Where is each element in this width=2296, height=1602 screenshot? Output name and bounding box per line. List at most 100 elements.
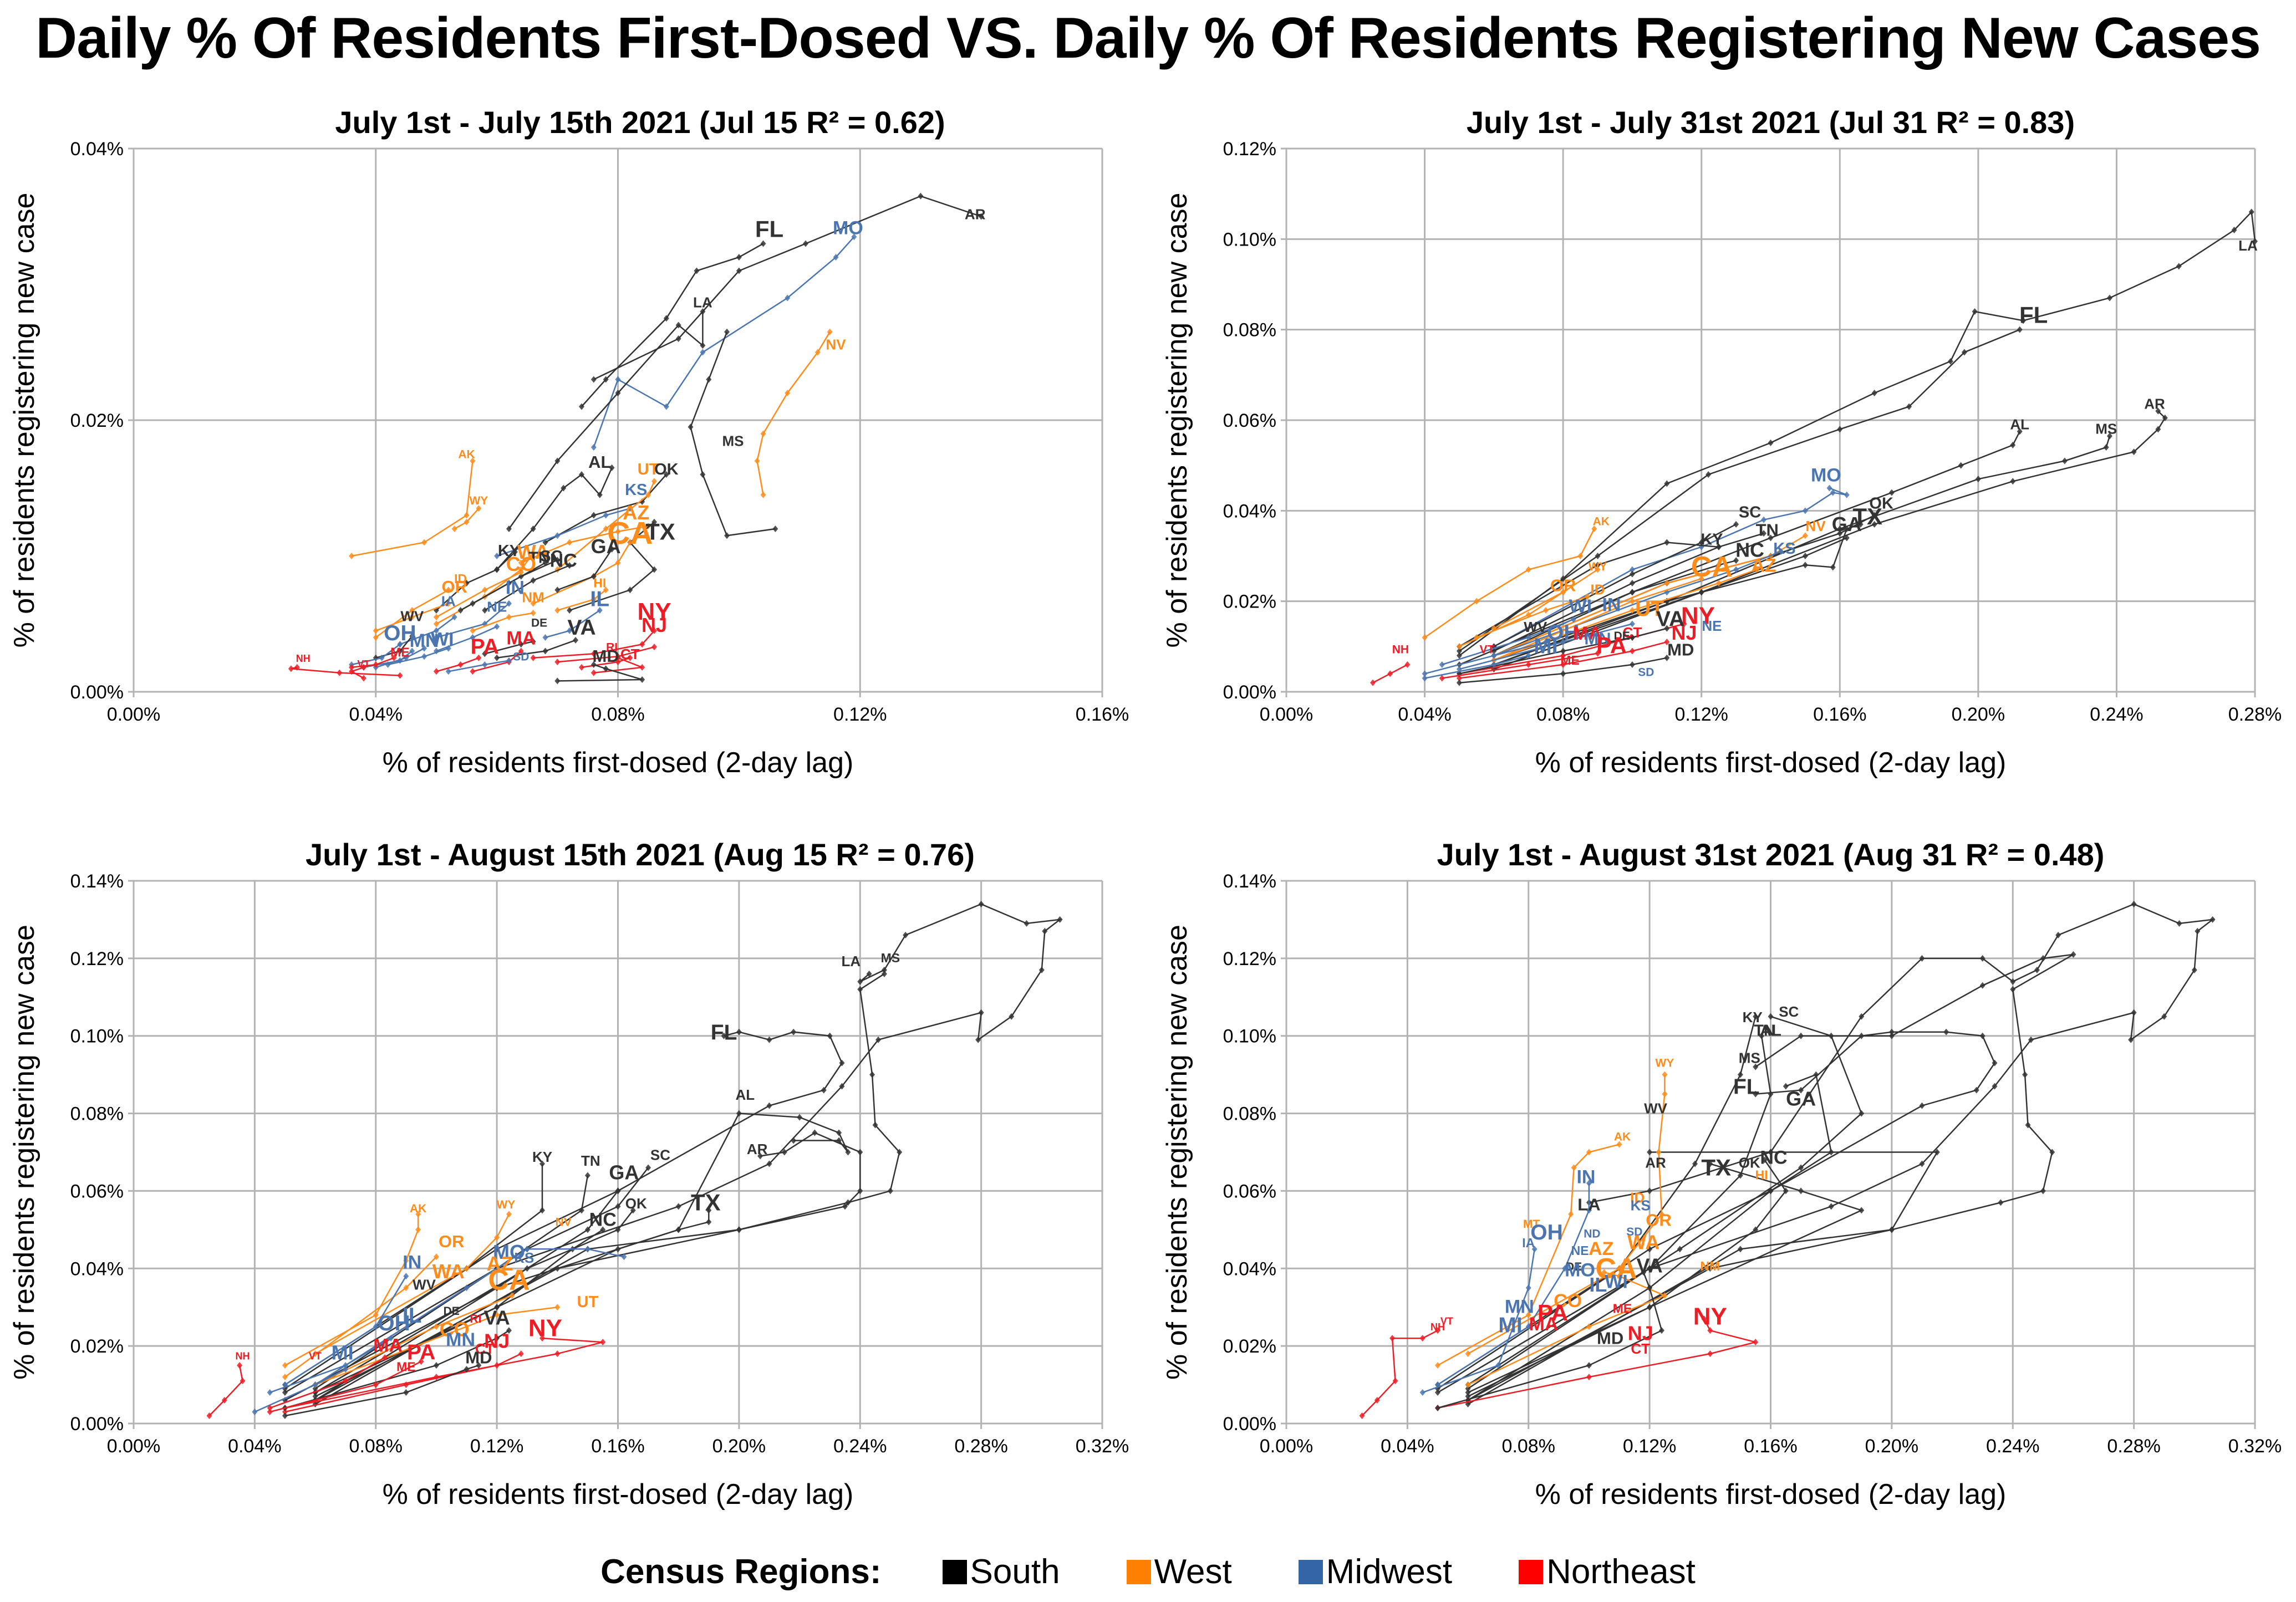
y-tick-label: 0.04%: [70, 139, 124, 160]
data-point: [1577, 553, 1584, 559]
state-label-il: IL: [1589, 1273, 1607, 1296]
data-point: [1434, 1362, 1440, 1369]
data-point: [842, 1203, 848, 1210]
data-point: [445, 600, 451, 607]
data-point: [2106, 294, 2112, 302]
data-point: [700, 349, 706, 356]
series-ma: [267, 1354, 388, 1412]
series-md: [554, 661, 645, 685]
data-point: [663, 315, 669, 322]
data-point: [1560, 661, 1566, 668]
x-tick-label: 0.12%: [1623, 1436, 1676, 1457]
data-point: [584, 1226, 590, 1233]
series-ar: [590, 192, 984, 383]
data-point: [1057, 916, 1063, 923]
data-point: [476, 1362, 482, 1369]
data-point: [590, 512, 597, 519]
data-point: [1762, 1156, 1768, 1164]
state-label-ok: OK: [625, 1195, 647, 1212]
data-point: [409, 614, 415, 621]
data-point: [2010, 978, 2016, 985]
data-point: [509, 1292, 515, 1299]
data-point: [821, 1086, 827, 1094]
data-point: [736, 267, 742, 274]
data-point: [1542, 607, 1549, 614]
state-label-ma: MA: [1572, 623, 1602, 644]
state-label-mo: MO: [1811, 465, 1841, 486]
data-point: [1525, 661, 1531, 668]
data-point: [530, 600, 536, 607]
data-point: [1698, 539, 1704, 546]
data-point: [2161, 1013, 2167, 1020]
data-point: [1629, 580, 1635, 586]
state-label-or: OR: [439, 1232, 465, 1251]
series-in: [1434, 1180, 1592, 1389]
data-point: [379, 654, 385, 661]
x-axis-label: % of residents first-dosed (2-day lag): [1535, 747, 2007, 779]
data-point: [1434, 1405, 1440, 1412]
state-label-tn: TN: [528, 549, 550, 567]
data-point: [869, 1071, 875, 1078]
data-point: [600, 1226, 606, 1233]
data-point: [464, 518, 470, 526]
chart-panel-3: July 1st - August 15th 2021 (Aug 15 R² =…: [8, 837, 1129, 1511]
state-label-mn: MN: [1505, 1297, 1534, 1318]
data-point: [373, 627, 379, 634]
data-point: [757, 1152, 763, 1160]
data-point: [675, 1203, 681, 1210]
data-point: [539, 1207, 546, 1214]
state-label-nj: NJ: [1672, 621, 1697, 644]
state-label-sc: SC: [1739, 504, 1761, 522]
x-tick-label: 0.04%: [228, 1436, 281, 1457]
series-pa: [267, 1358, 424, 1416]
data-point: [1919, 1160, 1925, 1167]
state-label-ma: MA: [506, 627, 536, 649]
data-point: [1857, 521, 1864, 528]
data-point: [464, 1265, 470, 1272]
series-md: [282, 1362, 482, 1420]
data-point: [1958, 462, 1964, 469]
data-point: [506, 526, 512, 532]
data-point: [349, 553, 355, 559]
x-tick-label: 0.16%: [1076, 704, 1129, 725]
data-point: [736, 1110, 742, 1117]
data-point: [1562, 1265, 1568, 1272]
x-axis-label: % of residents first-dosed (2-day lag): [383, 1478, 854, 1511]
series-line: [314, 1213, 510, 1355]
data-point: [651, 644, 658, 651]
data-point: [621, 1253, 627, 1261]
data-point: [651, 566, 658, 573]
data-point: [760, 491, 766, 498]
data-point: [1830, 564, 1836, 571]
data-point: [494, 566, 500, 573]
state-label-wv: WV: [413, 1277, 436, 1293]
state-label-oh: OH: [384, 621, 416, 645]
data-point: [415, 1226, 421, 1233]
data-point: [561, 484, 567, 492]
data-point: [1560, 647, 1566, 655]
state-label-ut: UT: [1635, 597, 1664, 621]
data-point: [603, 512, 609, 519]
data-point: [2195, 927, 2201, 935]
data-point: [464, 580, 470, 586]
state-label-ca: CA: [607, 516, 653, 551]
data-point: [814, 349, 821, 356]
series-mi: [1422, 652, 1531, 682]
data-point: [1560, 652, 1566, 659]
data-point: [482, 607, 488, 614]
data-point: [1906, 403, 1912, 410]
data-point: [597, 491, 603, 498]
data-point: [476, 505, 482, 512]
data-point: [1658, 1327, 1664, 1334]
data-point: [627, 505, 633, 512]
data-point: [1715, 562, 1722, 569]
state-label-pa: PA: [1538, 1300, 1568, 1326]
data-point: [615, 528, 621, 535]
state-label-la: LA: [693, 294, 712, 311]
panel-title: July 1st - August 15th 2021 (Aug 15 R² =…: [306, 837, 975, 872]
data-point: [866, 970, 872, 977]
state-label-sc: SC: [1779, 1003, 1799, 1020]
state-label-ak: AK: [1614, 1131, 1631, 1144]
data-point: [1753, 1339, 1759, 1346]
state-label-id: ID: [454, 572, 467, 586]
